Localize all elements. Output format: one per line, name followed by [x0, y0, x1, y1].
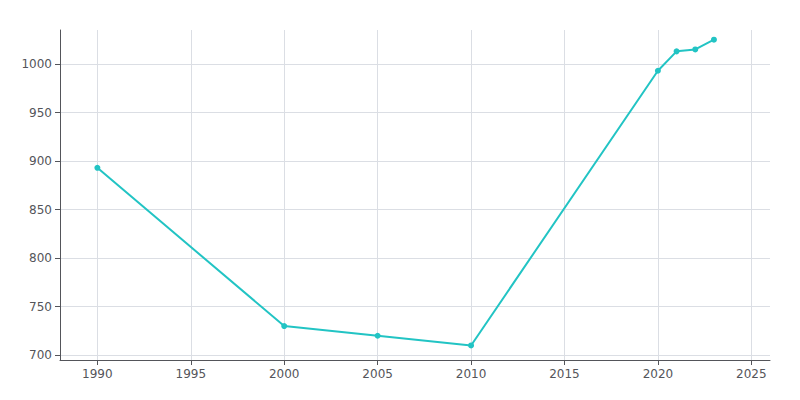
- svg-text:2000: 2000: [269, 367, 300, 381]
- svg-text:700: 700: [29, 348, 52, 362]
- svg-text:850: 850: [29, 203, 52, 217]
- svg-text:2020: 2020: [643, 367, 674, 381]
- svg-text:1990: 1990: [82, 367, 113, 381]
- svg-text:1995: 1995: [176, 367, 207, 381]
- svg-text:800: 800: [29, 251, 52, 265]
- svg-text:950: 950: [29, 106, 52, 120]
- svg-text:2005: 2005: [362, 367, 393, 381]
- svg-text:900: 900: [29, 154, 52, 168]
- svg-text:1000: 1000: [21, 57, 52, 71]
- svg-text:2015: 2015: [549, 367, 580, 381]
- svg-text:2025: 2025: [736, 367, 767, 381]
- svg-text:2010: 2010: [456, 367, 487, 381]
- svg-text:750: 750: [29, 300, 52, 314]
